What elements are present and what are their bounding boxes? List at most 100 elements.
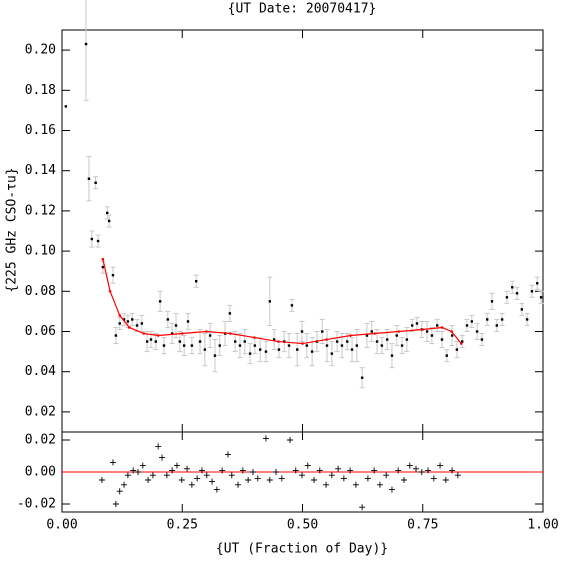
point [131, 318, 134, 321]
point [198, 340, 202, 343]
point [213, 354, 217, 357]
point [272, 338, 276, 341]
residual-point [406, 462, 413, 469]
residual-point [359, 504, 366, 511]
point [445, 354, 448, 357]
point [94, 181, 97, 184]
residual-point [139, 462, 146, 469]
y-tick-label: 0.02 [25, 404, 56, 419]
residual-point [121, 481, 128, 488]
point [355, 344, 359, 347]
y-tick-label: -0.02 [17, 497, 56, 512]
point [480, 338, 484, 341]
residual-point [245, 477, 252, 483]
fit-point [397, 330, 401, 333]
residual-point [213, 486, 220, 493]
residual-point [198, 467, 205, 474]
y-tick-label: 0.00 [25, 465, 56, 480]
point [238, 344, 242, 347]
point [253, 344, 257, 347]
point [305, 344, 309, 347]
point [170, 332, 174, 335]
residual-point [437, 462, 444, 469]
point [149, 338, 153, 341]
residual-point [178, 477, 185, 483]
point [64, 105, 68, 108]
residual-point [430, 475, 437, 482]
residual-point [273, 469, 280, 475]
y-axis-label: {225 GHz CSO-τu} [5, 167, 20, 292]
residual-point [376, 481, 383, 488]
residual-point [340, 475, 347, 482]
residual-point [254, 475, 261, 482]
residual-point [173, 462, 180, 469]
fit-point [253, 336, 256, 339]
fit-point [349, 334, 352, 337]
residual-point [262, 435, 269, 442]
fit-point [142, 332, 146, 335]
residual-point [219, 467, 226, 474]
point [154, 340, 157, 343]
fit-point [459, 342, 463, 345]
point [475, 330, 479, 333]
point [400, 344, 404, 347]
point [87, 177, 91, 180]
point [455, 348, 459, 351]
point [410, 324, 414, 327]
residual-point [292, 467, 299, 474]
y-tick-label: 0.02 [25, 433, 56, 448]
x-tick-label: 1.00 [527, 518, 558, 533]
point [350, 348, 354, 351]
y-tick-label: 0.12 [25, 203, 56, 218]
point [145, 340, 149, 343]
point [296, 348, 299, 351]
point [84, 42, 88, 46]
fit-point [421, 328, 425, 331]
point [536, 282, 539, 285]
point [290, 304, 294, 307]
y-tick-label: 0.16 [25, 123, 56, 138]
point [106, 211, 109, 215]
fit-point [118, 314, 122, 317]
y-tick-label: 0.04 [25, 364, 56, 379]
residual-point [400, 477, 407, 483]
point [208, 334, 212, 337]
residual-point [169, 467, 176, 474]
y-tick-label: 0.18 [25, 83, 56, 98]
point [460, 340, 464, 343]
x-axis-label: {UT (Fraction of Day)} [216, 542, 388, 557]
residual-point [155, 443, 162, 450]
residual-point [299, 472, 306, 479]
residual-point [418, 469, 425, 475]
point [346, 340, 349, 343]
x-tick-label: 0.75 [407, 518, 438, 533]
point [385, 338, 389, 341]
fit-point [325, 338, 328, 341]
point [340, 344, 344, 347]
point [500, 318, 504, 321]
residual-point [145, 477, 152, 483]
x-tick-label: 0.00 [46, 518, 77, 533]
residual-point [203, 472, 210, 479]
residual-point [347, 467, 354, 474]
point [440, 338, 444, 341]
point [539, 296, 543, 299]
point [435, 324, 439, 327]
point [505, 296, 509, 299]
point [162, 344, 166, 347]
point [370, 330, 373, 333]
point [122, 318, 126, 321]
point [520, 308, 524, 311]
y-tick-label: 0.14 [25, 163, 56, 178]
point [365, 334, 369, 337]
point [178, 340, 182, 343]
point [380, 344, 384, 347]
residual-point [228, 472, 235, 479]
point [190, 344, 194, 347]
point [114, 334, 118, 337]
residual-point [311, 477, 318, 483]
point [511, 286, 514, 289]
main-frame [61, 29, 544, 433]
residual-point [224, 451, 231, 458]
fit-point [108, 290, 112, 293]
